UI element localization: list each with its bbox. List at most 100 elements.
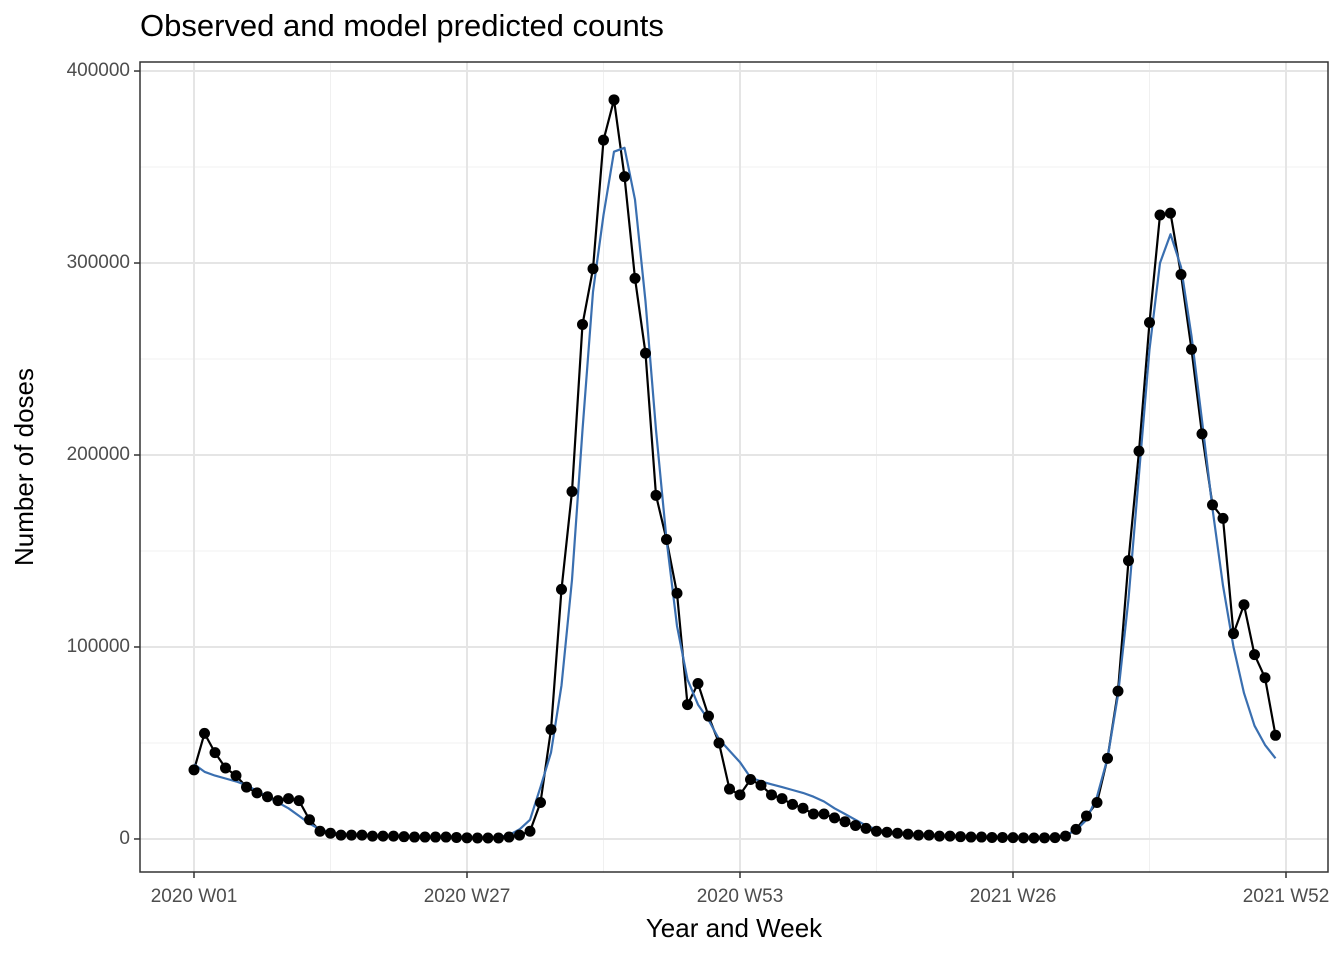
x-tick-label: 2020 W53 bbox=[697, 886, 784, 907]
data-point bbox=[346, 829, 357, 841]
data-point bbox=[1060, 830, 1071, 842]
x-tick-label: 2021 W26 bbox=[970, 886, 1057, 907]
data-point bbox=[1007, 832, 1019, 844]
data-point bbox=[325, 827, 336, 839]
x-tick-label: 2020 W27 bbox=[424, 886, 511, 907]
data-point bbox=[503, 831, 515, 843]
data-point bbox=[1028, 832, 1040, 844]
data-point bbox=[367, 830, 378, 842]
data-point bbox=[1207, 499, 1218, 511]
data-point bbox=[1165, 207, 1176, 219]
data-point bbox=[724, 783, 735, 795]
series-line bbox=[193, 146, 1277, 839]
data-point bbox=[283, 793, 294, 805]
y-tick-label: 300000 bbox=[67, 252, 130, 273]
data-point bbox=[524, 825, 536, 837]
data-point bbox=[850, 820, 861, 832]
x-tick-label: 2020 W01 bbox=[151, 886, 238, 907]
plot-border bbox=[139, 61, 1329, 873]
data-point bbox=[577, 318, 588, 330]
data-point bbox=[1186, 343, 1197, 355]
y-tick-label: 0 bbox=[119, 828, 130, 849]
data-point bbox=[997, 831, 1008, 843]
data-point bbox=[409, 831, 420, 843]
data-point bbox=[860, 822, 872, 834]
data-point bbox=[545, 724, 557, 736]
data-point bbox=[892, 827, 903, 839]
data-point bbox=[1217, 512, 1229, 524]
chart-title: Observed and model predicted counts bbox=[140, 8, 664, 43]
data-point bbox=[398, 831, 410, 843]
data-point bbox=[955, 831, 966, 843]
x-axis-title: Year and Week bbox=[646, 913, 823, 943]
data-point bbox=[419, 831, 431, 843]
data-point bbox=[787, 798, 798, 810]
data-point bbox=[671, 587, 683, 599]
data-point bbox=[871, 825, 882, 837]
data-point bbox=[902, 828, 914, 840]
y-tick-label: 100000 bbox=[67, 636, 130, 657]
data-point bbox=[829, 812, 840, 824]
data-point bbox=[1259, 672, 1271, 684]
data-point bbox=[451, 831, 462, 843]
data-point bbox=[608, 94, 620, 106]
data-point bbox=[566, 485, 578, 497]
data-point bbox=[388, 830, 399, 842]
data-point bbox=[587, 263, 599, 275]
data-point bbox=[734, 789, 746, 801]
data-point bbox=[493, 832, 504, 844]
data-point bbox=[776, 793, 788, 805]
data-point bbox=[1102, 752, 1113, 764]
data-point bbox=[304, 814, 315, 826]
y-axis-title: Number of doses bbox=[9, 368, 39, 566]
data-point bbox=[1091, 797, 1103, 809]
data-point bbox=[745, 773, 756, 785]
data-point bbox=[1154, 209, 1166, 221]
data-point bbox=[986, 831, 998, 843]
data-point bbox=[356, 829, 368, 841]
data-point bbox=[755, 779, 767, 791]
data-point bbox=[1249, 649, 1260, 661]
data-point bbox=[188, 764, 200, 776]
x-tick-label: 2021 W52 bbox=[1243, 886, 1330, 907]
data-point bbox=[230, 770, 242, 782]
data-point bbox=[923, 829, 935, 841]
data-point bbox=[241, 781, 252, 793]
y-tick-label: 400000 bbox=[67, 60, 130, 81]
data-point bbox=[482, 832, 494, 844]
data-point bbox=[692, 677, 704, 689]
data-point bbox=[461, 832, 473, 844]
data-point bbox=[944, 830, 956, 842]
data-point bbox=[629, 272, 641, 284]
data-point bbox=[1081, 810, 1092, 822]
data-point bbox=[314, 825, 326, 837]
data-point bbox=[682, 699, 693, 711]
data-point bbox=[661, 533, 672, 545]
data-point bbox=[335, 829, 347, 841]
data-point bbox=[430, 831, 441, 843]
data-point bbox=[251, 787, 263, 799]
data-point bbox=[1228, 628, 1239, 640]
data-point bbox=[220, 762, 231, 774]
data-point bbox=[514, 829, 525, 841]
data-point bbox=[766, 789, 777, 801]
data-point bbox=[797, 802, 809, 814]
data-point bbox=[1070, 823, 1082, 835]
data-point bbox=[640, 347, 651, 359]
data-point bbox=[377, 830, 389, 842]
data-point bbox=[934, 830, 945, 842]
data-point bbox=[808, 808, 819, 820]
data-point bbox=[440, 831, 452, 843]
data-point bbox=[1123, 555, 1134, 567]
data-point bbox=[1112, 685, 1124, 697]
data-point bbox=[209, 747, 221, 759]
data-point bbox=[976, 831, 987, 843]
data-point bbox=[1270, 729, 1281, 741]
data-point bbox=[1039, 832, 1050, 844]
y-tick-label: 200000 bbox=[67, 444, 130, 465]
data-point bbox=[535, 797, 546, 809]
data-point bbox=[1238, 599, 1250, 611]
data-point bbox=[472, 832, 483, 844]
data-point bbox=[262, 791, 273, 803]
